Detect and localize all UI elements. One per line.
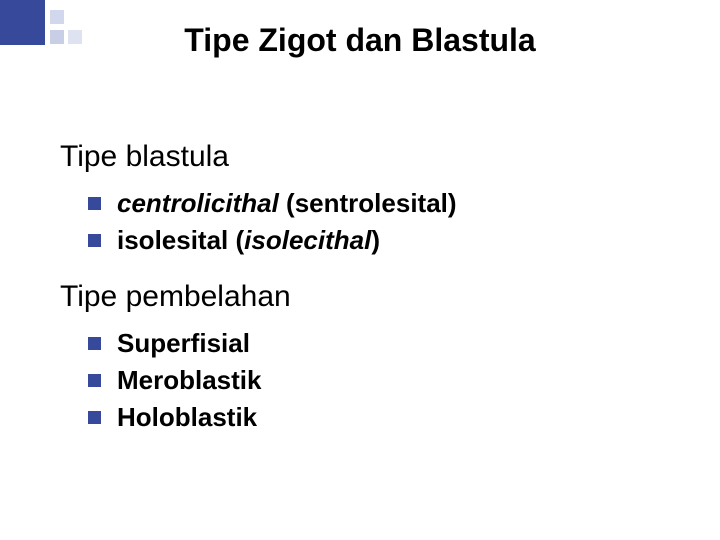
bullet-icon (88, 411, 101, 424)
list-item: Superfisial (88, 328, 660, 359)
section-heading: Tipe blastula (60, 140, 660, 174)
section-heading: Tipe pembelahan (60, 280, 660, 314)
bullet-icon (88, 234, 101, 247)
bullet-icon (88, 197, 101, 210)
bullet-list: Superfisial Meroblastik Holoblastik (88, 328, 660, 433)
list-item-text: centrolicithal (sentrolesital) (117, 188, 457, 219)
list-item: isolesital (isolecithal) (88, 225, 660, 256)
bullet-icon (88, 374, 101, 387)
bullet-list: centrolicithal (sentrolesital) isolesita… (88, 188, 660, 256)
list-item: Meroblastik (88, 365, 660, 396)
list-item-text: Meroblastik (117, 365, 262, 396)
list-item: centrolicithal (sentrolesital) (88, 188, 660, 219)
list-item: Holoblastik (88, 402, 660, 433)
slide-title: Tipe Zigot dan Blastula (0, 22, 720, 59)
list-item-text: Superfisial (117, 328, 250, 359)
list-item-text: isolesital (isolecithal) (117, 225, 380, 256)
bullet-icon (88, 337, 101, 350)
list-item-text: Holoblastik (117, 402, 257, 433)
slide-content: Tipe blastula centrolicithal (sentrolesi… (60, 140, 660, 457)
